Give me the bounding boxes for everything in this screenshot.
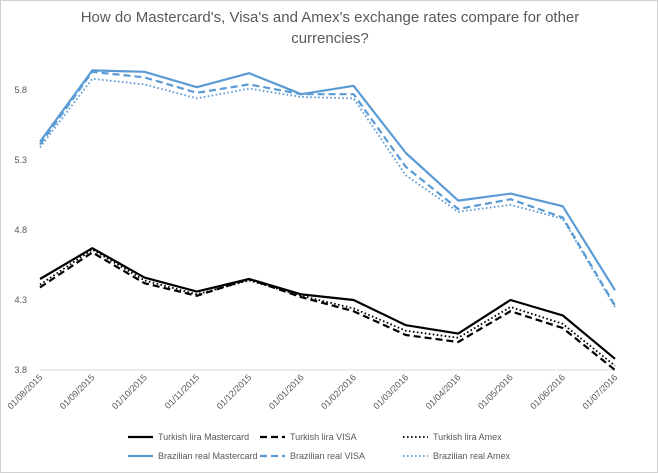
x-tick-label: 01/08/2015 <box>5 372 44 411</box>
series-line-brazilian-real-amex <box>39 77 616 308</box>
legend-label: Turkish lira Amex <box>433 432 502 442</box>
series-line-turkish-lira-amex <box>39 248 616 367</box>
legend-label: Turkish lira VISA <box>290 432 357 442</box>
x-tick-label: 01/09/2015 <box>58 372 97 411</box>
legend-label: Brazilian real Mastercard <box>158 451 258 461</box>
x-tick-label: 01/11/2015 <box>163 372 201 410</box>
x-tick-label: 01/03/2016 <box>371 372 410 411</box>
legend-label: Brazilian real Amex <box>433 451 511 461</box>
y-tick-label: 5.8 <box>14 85 27 95</box>
legend-label: Brazilian real VISA <box>290 451 365 461</box>
x-tick-label: 01/06/2016 <box>528 372 567 411</box>
y-tick-label: 5.3 <box>14 155 27 165</box>
y-tick-label: 3.8 <box>14 365 27 375</box>
legend-label: Turkish lira Mastercard <box>158 432 249 442</box>
series-line-turkish-lira-mastercard <box>39 247 616 360</box>
x-tick-label: 01/07/2016 <box>580 372 619 411</box>
x-tick-label: 01/01/2016 <box>267 372 306 411</box>
chart-title: How do Mastercard's, Visa's and Amex's e… <box>80 9 580 47</box>
x-tick-label: 01/02/2016 <box>319 372 358 411</box>
y-tick-label: 4.3 <box>14 295 27 305</box>
series-line-brazilian-real-visa <box>39 70 616 307</box>
series-line-brazilian-real-mastercard <box>39 69 616 291</box>
y-tick-label: 4.8 <box>14 225 27 235</box>
x-tick-label: 01/12/2015 <box>215 372 254 411</box>
x-tick-label: 01/04/2016 <box>424 372 463 411</box>
x-tick-label: 01/05/2016 <box>476 372 515 411</box>
series-line-turkish-lira-visa <box>39 251 616 371</box>
x-tick-label: 01/10/2015 <box>110 372 149 411</box>
